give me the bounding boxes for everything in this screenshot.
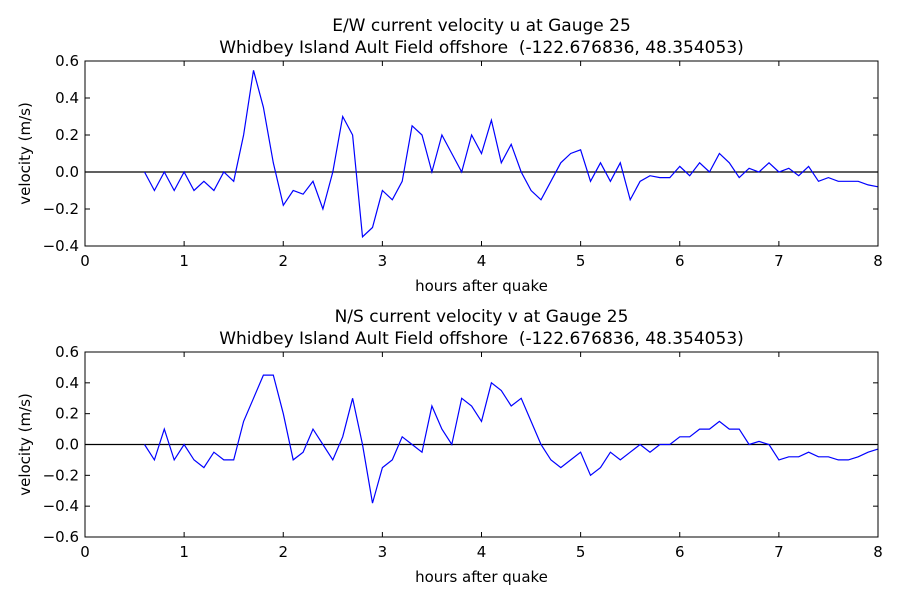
x-tick-label: 3 [378, 252, 388, 270]
x-tick-label: 1 [179, 543, 189, 561]
data-line [143, 374, 879, 504]
plot-frame [84, 351, 879, 538]
x-tick-label: 5 [576, 252, 586, 270]
chart-title: E/W current velocity u at Gauge 25 [332, 16, 631, 36]
x-tick-label: 5 [576, 543, 586, 561]
y-tick-label: −0.4 [43, 497, 79, 515]
x-tick-label: 2 [278, 252, 288, 270]
y-axis-label: velocity (m/s) [16, 393, 34, 496]
x-tick-label: 0 [80, 252, 90, 270]
y-axis-label: velocity (m/s) [16, 102, 34, 205]
x-tick-label: 0 [80, 543, 90, 561]
x-tick-label: 6 [675, 543, 685, 561]
plot-frame [84, 60, 879, 247]
y-tick-label: 0.6 [55, 52, 79, 70]
x-axis-label: hours after quake [415, 568, 548, 586]
y-tick-label: −0.6 [43, 528, 79, 546]
x-tick-label: 6 [675, 252, 685, 270]
chart-subtitle: Whidbey Island Ault Field offshore (-122… [219, 38, 744, 58]
y-tick-label: 0.0 [55, 436, 79, 454]
x-tick-label: 3 [378, 543, 388, 561]
x-tick-label: 4 [477, 543, 487, 561]
y-tick-label: −0.4 [43, 237, 79, 255]
x-tick-label: 2 [278, 543, 288, 561]
chart-subtitle: Whidbey Island Ault Field offshore (-122… [219, 329, 744, 349]
y-tick-label: −0.2 [43, 200, 79, 218]
y-tick-label: 0.0 [55, 163, 79, 181]
y-tick-label: 0.6 [55, 343, 79, 361]
x-tick-label: 7 [774, 252, 784, 270]
x-tick-label: 8 [873, 252, 883, 270]
y-tick-label: −0.2 [43, 466, 79, 484]
x-tick-label: 1 [179, 252, 189, 270]
data-line [143, 70, 879, 239]
x-axis-label: hours after quake [415, 277, 548, 295]
y-tick-label: 0.4 [55, 89, 79, 107]
x-tick-label: 4 [477, 252, 487, 270]
x-tick-label: 7 [774, 543, 784, 561]
x-tick-label: 8 [873, 543, 883, 561]
y-tick-label: 0.2 [55, 405, 79, 423]
y-tick-label: 0.2 [55, 126, 79, 144]
chart-title: N/S current velocity v at Gauge 25 [335, 307, 629, 327]
y-tick-label: 0.4 [55, 374, 79, 392]
